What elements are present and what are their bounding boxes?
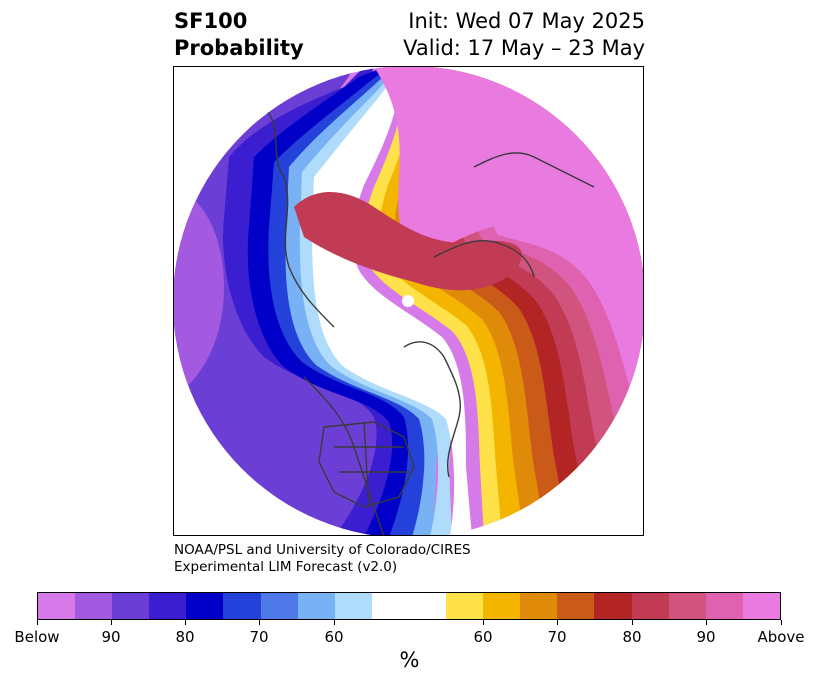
- colorbar-segment: [446, 593, 484, 619]
- colorbar-tick: [185, 620, 186, 625]
- colorbar-tick-label: 70: [249, 628, 269, 646]
- colorbar-tick: [259, 620, 260, 625]
- credit-line-2: Experimental LIM Forecast (v2.0): [174, 559, 398, 575]
- colorbar-ticks: Below 90 80 70 60 60 70 80 90 Above: [14, 620, 805, 650]
- probability-field: [174, 67, 643, 535]
- colorbar-segment: [149, 593, 187, 619]
- map-panel: [173, 66, 644, 536]
- colorbar-tick: [706, 620, 707, 625]
- colorbar-segment: [38, 593, 76, 619]
- colorbar-segment: [408, 593, 447, 619]
- colorbar-segment: [260, 593, 298, 619]
- colorbar-segment: [557, 593, 595, 619]
- colorbar-tick-label: 80: [622, 628, 642, 646]
- colorbar-tick-label: 60: [324, 628, 344, 646]
- colorbar-tick-label: 80: [175, 628, 195, 646]
- colorbar-tick: [37, 620, 38, 625]
- colorbar-segment: [186, 593, 224, 619]
- colorbar-tick-label: Below: [14, 628, 60, 646]
- colorbar-segment: [631, 593, 669, 619]
- neutral-band: [312, 67, 472, 535]
- credit-line-1: NOAA/PSL and University of Colorado/CIRE…: [174, 542, 471, 558]
- colorbar-tick-label: 90: [696, 628, 716, 646]
- below-band-purple: [174, 187, 224, 397]
- init-date: Init: Wed 07 May 2025: [408, 9, 645, 33]
- colorbar-tick: [334, 620, 335, 625]
- colorbar-segment: [594, 593, 632, 619]
- valid-range: Valid: 17 May – 23 May: [403, 36, 645, 60]
- forecast-dates: Init: Wed 07 May 2025 Valid: 17 May – 23…: [403, 8, 645, 62]
- colorbar-tick: [483, 620, 484, 625]
- colorbar-tick-label: 90: [101, 628, 121, 646]
- colorbar-segment: [334, 593, 372, 619]
- colorbar-tick: [781, 620, 782, 625]
- colorbar-segment: [520, 593, 558, 619]
- colorbar-segment: [297, 593, 335, 619]
- coastlines: [263, 106, 595, 535]
- colorbar-tick-label: 70: [547, 628, 567, 646]
- colorbar-segment: [75, 593, 113, 619]
- colorbar: [37, 592, 781, 620]
- title-line-1: SF100: [174, 9, 248, 33]
- credit-text: NOAA/PSL and University of Colorado/CIRE…: [174, 542, 471, 576]
- map-title: SF100 Probability: [174, 8, 304, 62]
- colorbar-segment: [742, 593, 780, 619]
- colorbar-tick: [632, 620, 633, 625]
- above-band-east-rose: [294, 192, 522, 291]
- pole-marker: [402, 295, 414, 307]
- title-line-2: Probability: [174, 36, 304, 60]
- colorbar-segment: [668, 593, 706, 619]
- colorbar-unit: %: [399, 648, 420, 672]
- colorbar-segment: [223, 593, 261, 619]
- colorbar-segment: [371, 593, 409, 619]
- colorbar-tick-label: 60: [473, 628, 493, 646]
- colorbar-segment: [483, 593, 521, 619]
- colorbar-tick-label: Above: [757, 628, 805, 646]
- colorbar-segment: [705, 593, 743, 619]
- colorbar-segment: [112, 593, 150, 619]
- colorbar-tick: [557, 620, 558, 625]
- probability-map: [174, 67, 643, 535]
- colorbar-tick: [111, 620, 112, 625]
